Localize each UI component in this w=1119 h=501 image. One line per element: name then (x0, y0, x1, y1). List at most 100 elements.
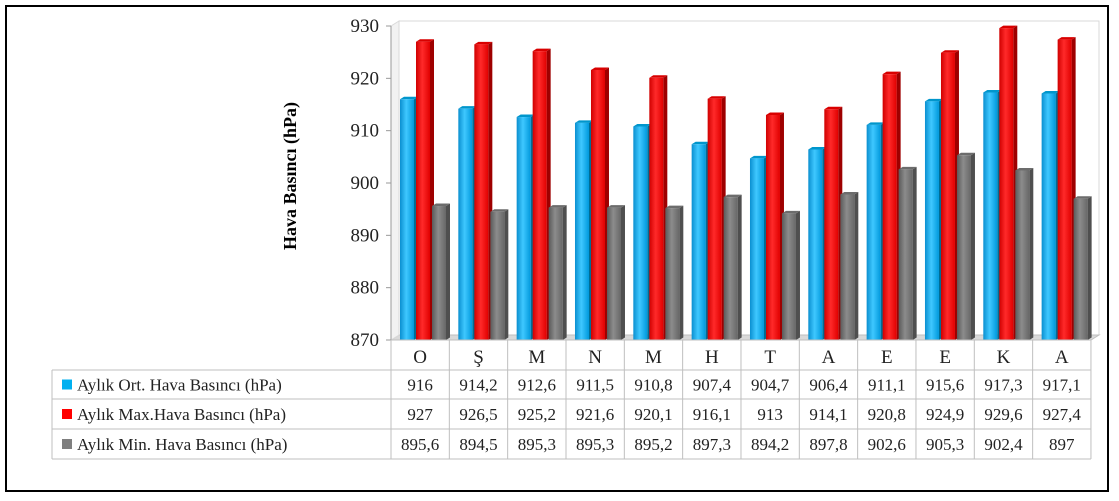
bar-front (665, 208, 680, 340)
bar (723, 194, 742, 340)
x-tick-label: A (822, 347, 836, 368)
bar-front (956, 155, 971, 340)
bar (749, 155, 768, 340)
bar (665, 205, 684, 340)
bar (866, 122, 885, 340)
bar (765, 112, 784, 340)
bar-top (866, 122, 885, 125)
data-label: 927 (407, 405, 433, 424)
bar-top (649, 75, 668, 78)
legend-swatch (62, 439, 72, 449)
data-label: 914,2 (459, 376, 497, 395)
data-label: 904,7 (751, 376, 790, 395)
x-tick-label: M (645, 347, 662, 368)
bar-side (1087, 196, 1092, 340)
bar-top (574, 120, 593, 123)
bar-top (840, 192, 859, 195)
x-tick-label: M (528, 347, 545, 368)
bar (940, 50, 959, 340)
bar-front (882, 74, 897, 340)
bar (590, 67, 609, 341)
bar-side (1029, 167, 1034, 340)
bar-top (882, 71, 901, 75)
bar (924, 98, 943, 340)
data-label: 895,3 (518, 435, 556, 454)
bar-front (924, 101, 939, 340)
bar-front (532, 51, 547, 341)
bar-top (781, 210, 800, 214)
bar-front (765, 114, 780, 340)
data-label: 894,2 (751, 435, 789, 454)
bar (983, 89, 1002, 340)
bar-front (474, 44, 489, 341)
bar-front (808, 149, 823, 340)
bar-top (474, 41, 493, 45)
bar (707, 96, 726, 340)
bar-front (1073, 198, 1088, 340)
bar-top (1015, 167, 1034, 171)
bar-side (854, 192, 859, 340)
data-label: 894,5 (459, 435, 497, 454)
bar-top (940, 50, 959, 53)
bar-front (432, 206, 446, 340)
bar-top (1041, 91, 1060, 94)
data-label: 915,6 (926, 376, 964, 395)
data-label: 921,6 (576, 405, 614, 424)
data-label: 920,1 (634, 405, 672, 424)
bar-top (590, 67, 609, 70)
plot-walls (389, 20, 1101, 341)
bar-top (898, 166, 917, 170)
bar-front (781, 213, 796, 340)
y-tick-label: 890 (351, 225, 380, 246)
data-label: 911,5 (576, 376, 614, 395)
bar-front (940, 52, 955, 340)
bar (882, 71, 901, 340)
bar-top (691, 141, 710, 145)
bar-front (649, 77, 664, 340)
bar (898, 166, 917, 340)
bar-front (749, 158, 764, 340)
y-tick-label: 900 (351, 173, 380, 194)
bar-front (574, 122, 589, 340)
side-wall (390, 20, 400, 341)
bar (606, 205, 625, 340)
bar (474, 41, 493, 341)
bar-top (416, 39, 434, 42)
data-label: 913 (757, 405, 783, 424)
bar-top (1057, 37, 1076, 40)
bar-front (516, 117, 531, 340)
bar-front (548, 207, 563, 340)
bar (490, 209, 509, 340)
bar-top (765, 112, 784, 115)
data-label: 929,6 (984, 405, 1022, 424)
data-label: 926,5 (459, 405, 497, 424)
legend-label: Aylık Min. Hava Basıncı (hPa) (77, 435, 287, 454)
bar-top (723, 194, 742, 198)
bar (840, 192, 859, 340)
x-tick-label: E (939, 347, 951, 368)
data-label: 925,2 (518, 405, 556, 424)
bar-top (983, 89, 1002, 93)
bar (824, 106, 843, 341)
data-label: 916 (407, 376, 433, 395)
bar-front (458, 108, 473, 340)
bar-top (532, 48, 551, 52)
bar (1041, 91, 1060, 340)
data-label: 917,1 (1043, 376, 1081, 395)
y-tick-label: 930 (351, 16, 380, 37)
bar-side (446, 203, 450, 340)
bar (781, 210, 800, 340)
bar-front (400, 99, 414, 341)
bar-front (1057, 39, 1072, 341)
data-label: 927,4 (1043, 405, 1082, 424)
legend-swatch (62, 409, 72, 419)
bar-top (665, 205, 684, 209)
bar-side (795, 210, 800, 340)
bar (649, 75, 668, 340)
legend-label: Aylık Ort. Hava Basıncı (hPa) (77, 376, 282, 395)
x-tick-label: N (588, 347, 602, 368)
bar-top (548, 205, 567, 208)
y-axis: 870 880 890 900 910 920 930 (351, 16, 392, 351)
bar-side (679, 205, 684, 340)
